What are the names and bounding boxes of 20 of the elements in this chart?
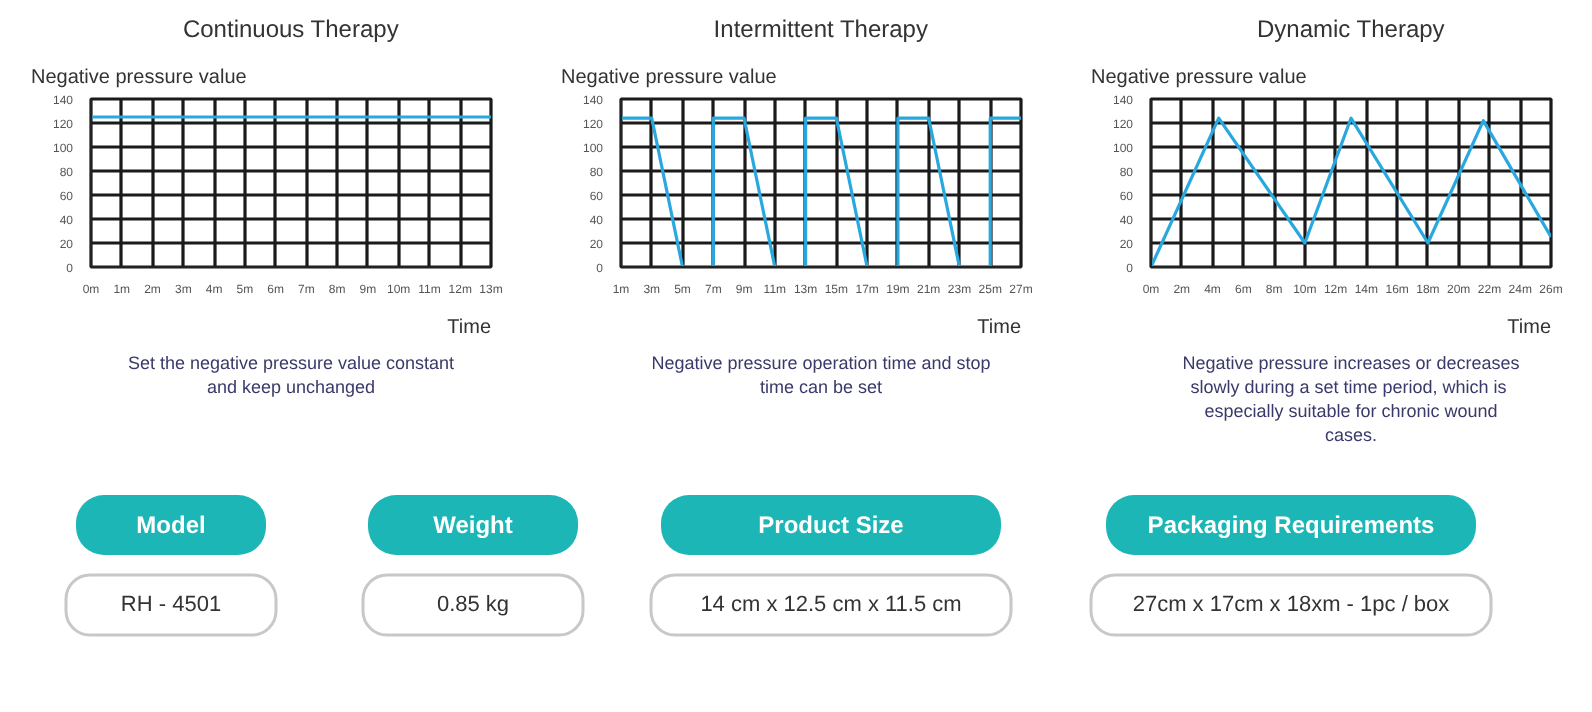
chart-title: Intermittent Therapy [713, 15, 928, 43]
text: Set the negative pressure value constant and keep unchanged [127, 353, 456, 397]
text: Negative pressure increases or decreases slowly during a set time period, which is especially suitable for chronic wound cases. [1182, 353, 1521, 445]
category-label: Model [136, 511, 206, 539]
category-label: Product Size [758, 511, 905, 539]
x-axis-title: Time [447, 317, 492, 339]
y-axis-title: Negative pressure value [561, 67, 778, 89]
chart-title: Dynamic Therapy [1256, 15, 1445, 43]
y-axis-title: Negative pressure value [31, 67, 248, 89]
category-label: Weight [433, 511, 513, 539]
chart-title: Continuous Therapy [182, 15, 399, 43]
y-axis-title: Negative pressure value [1091, 67, 1308, 89]
x-axis-title: Time [977, 317, 1022, 339]
text: 27cm x 17cm x 18xm - 1pc / box [1132, 593, 1451, 617]
text: Negative pressure operation time and stop time can be set [651, 353, 991, 397]
text: 14 cm x 12.5 cm x 11.5 cm [700, 593, 962, 617]
text: RH - 4501 [120, 593, 222, 617]
category-label: Packaging Requirements [1147, 511, 1436, 539]
x-axis-title: Time [1507, 317, 1552, 339]
text: 0.85 kg [436, 593, 510, 617]
